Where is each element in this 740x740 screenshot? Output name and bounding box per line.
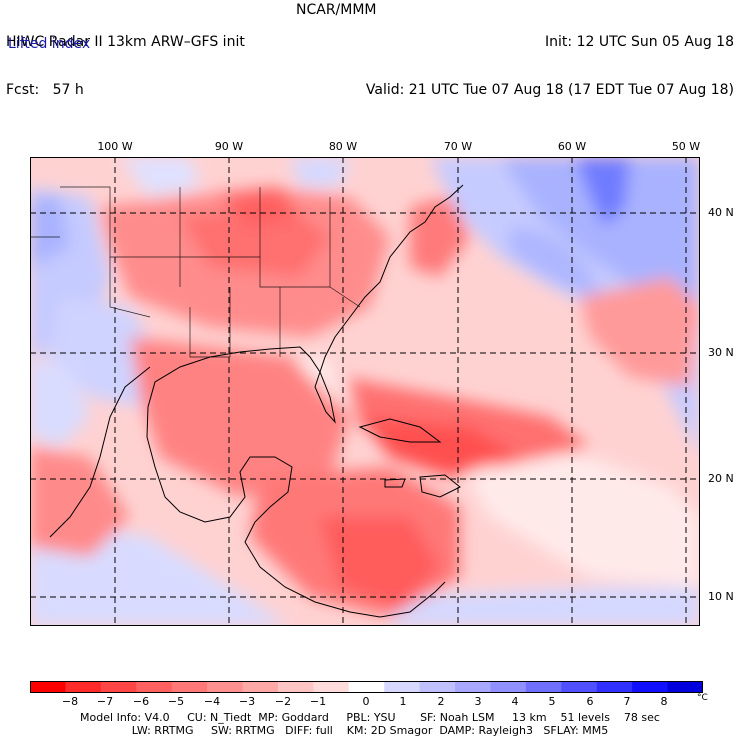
forecast-hour: Fcst: 57 h	[6, 82, 84, 98]
colorbar-swatch	[561, 681, 598, 693]
colorbar-swatch	[313, 681, 350, 693]
lon-label: 60 W	[557, 140, 587, 153]
colorbar-tick: 8	[660, 695, 668, 708]
colorbar-tick: 0	[362, 695, 370, 708]
colorbar-tick: −1	[309, 695, 327, 708]
lon-label: 90 W	[214, 140, 244, 153]
colorbar-swatch	[100, 681, 137, 693]
colorbar-swatch	[419, 681, 456, 693]
map-frame	[30, 157, 700, 626]
colorbar-tick: 7	[623, 695, 631, 708]
colorbar	[30, 681, 703, 693]
colorbar-frame	[30, 681, 703, 693]
colorbar-tick: 6	[586, 695, 594, 708]
colorbar-tick: −8	[61, 695, 79, 708]
lat-label: 30 N	[708, 346, 734, 359]
colorbar-swatch	[632, 681, 669, 693]
colorbar-tick: −5	[167, 695, 185, 708]
colorbar-tick: −3	[238, 695, 256, 708]
colorbar-swatch	[348, 681, 385, 693]
colorbar-tick: 2	[437, 695, 445, 708]
lat-label: 40 N	[708, 206, 734, 219]
colorbar-tick: 5	[548, 695, 556, 708]
model-info-line2: LW: RRTMG SW: RRTMG DIFF: full KM: 2D Sm…	[131, 724, 609, 737]
colorbar-tick: −4	[203, 695, 221, 708]
model-title: HIWC Radar II 13km ARW–GFS init	[6, 34, 245, 50]
lon-label: 70 W	[443, 140, 473, 153]
colorbar-tick: 1	[399, 695, 407, 708]
model-info-line1: Model Info: V4.0 CU: N_Tiedt MP: Goddard…	[80, 711, 660, 724]
lon-label: 100 W	[97, 140, 133, 153]
field-shading	[30, 157, 700, 626]
coastlines	[49, 184, 464, 618]
lon-label: 50 W	[671, 140, 701, 153]
organization: NCAR/MMM	[296, 2, 377, 18]
colorbar-swatch	[277, 681, 314, 693]
init-time: Init: 12 UTC Sun 05 Aug 18	[545, 34, 734, 50]
colorbar-swatch	[490, 681, 527, 693]
colorbar-tick: −6	[132, 695, 150, 708]
header-right: Init: 12 UTC Sun 05 Aug 18 Valid: 21 UTC…	[0, 2, 734, 114]
lat-lon-grid	[30, 157, 700, 626]
colorbar-tick: 4	[511, 695, 519, 708]
colorbar-swatch	[242, 681, 279, 693]
boundaries	[30, 186, 361, 358]
colorbar-swatch	[207, 681, 244, 693]
colorbar-unit: °C	[697, 693, 708, 703]
colorbar-swatch	[136, 681, 173, 693]
lifted-index-map	[30, 157, 700, 626]
colorbar-swatch	[171, 681, 208, 693]
valid-time: Valid: 21 UTC Tue 07 Aug 18 (17 EDT Tue …	[365, 82, 734, 98]
colorbar-tick: −2	[274, 695, 292, 708]
lon-label: 80 W	[328, 140, 358, 153]
colorbar-swatch	[65, 681, 102, 693]
colorbar-swatch	[525, 681, 562, 693]
colorbar-swatch	[455, 681, 491, 693]
colorbar-swatch	[667, 681, 703, 693]
header-left: HIWC Radar II 13km ARW–GFS init Fcst: 57…	[6, 2, 245, 114]
colorbar-tick: −7	[96, 695, 114, 708]
lat-label: 10 N	[708, 590, 734, 603]
lat-label: 20 N	[708, 472, 734, 485]
colorbar-swatch	[384, 681, 421, 693]
colorbar-swatch	[596, 681, 633, 693]
colorbar-tick: 3	[474, 695, 482, 708]
colorbar-swatch	[30, 681, 66, 693]
field-name: Lifted index	[8, 36, 91, 52]
